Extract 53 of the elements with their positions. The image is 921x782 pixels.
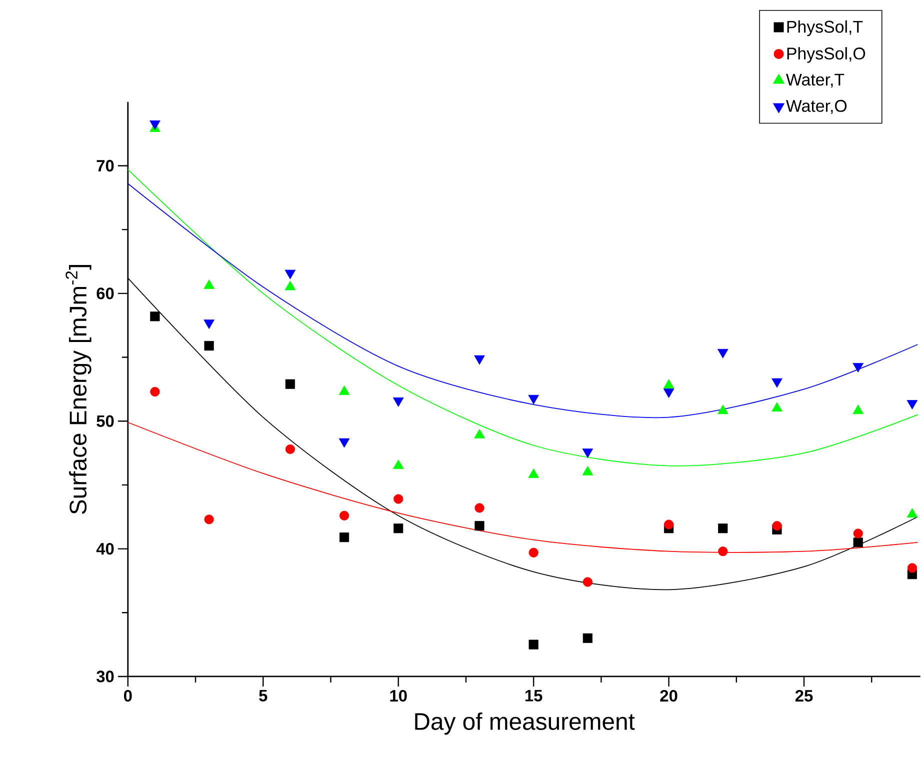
y-tick-label: 30	[96, 670, 114, 682]
line-series	[127, 422, 918, 553]
point	[150, 311, 160, 322]
y-axis-title: Surface Energy [mJm$^{-2}$]	[66, 264, 92, 514]
point	[718, 546, 728, 556]
legend-label: Water,O	[786, 100, 847, 114]
point	[528, 394, 539, 404]
point	[392, 397, 404, 407]
point	[338, 438, 350, 448]
point	[582, 577, 592, 587]
legend-label: Water,T	[786, 74, 844, 88]
point	[853, 537, 863, 548]
x-axis-title: Day of measurement	[415, 712, 635, 735]
point	[528, 640, 538, 650]
point	[285, 379, 295, 389]
point	[528, 548, 538, 558]
point	[582, 633, 592, 643]
x-tick-label: 25	[795, 690, 813, 702]
x-tick-label: 15	[525, 690, 542, 702]
point	[852, 362, 864, 372]
point	[582, 448, 594, 458]
point	[664, 520, 674, 530]
y-tick-label: 60	[96, 287, 114, 300]
y-tick-label: 70	[96, 160, 114, 172]
point	[717, 348, 728, 358]
point	[204, 514, 214, 524]
y-tick-label: 50	[96, 415, 114, 427]
point	[474, 502, 484, 513]
point	[339, 532, 350, 542]
legend-label: PhysSol,O	[787, 46, 866, 63]
x-tick-label: 10	[390, 690, 407, 702]
y-tick-label: 40	[96, 542, 114, 554]
point	[394, 494, 404, 504]
point	[663, 388, 674, 398]
x-tick-label: 5	[259, 690, 268, 702]
x-tick-label: 20	[660, 690, 678, 702]
point	[204, 340, 214, 350]
point	[853, 528, 863, 538]
point	[474, 520, 484, 530]
point	[772, 520, 782, 530]
point	[285, 444, 295, 454]
legend-label: PhysSol,T	[787, 20, 863, 36]
line-series	[127, 168, 918, 466]
point	[772, 378, 782, 388]
point	[718, 523, 728, 533]
point	[284, 270, 296, 280]
point	[204, 319, 214, 329]
point	[474, 355, 485, 365]
line-series	[127, 182, 918, 418]
x-tick-label: 0	[124, 690, 132, 702]
point	[150, 386, 160, 396]
point	[394, 523, 404, 533]
point	[339, 510, 350, 520]
